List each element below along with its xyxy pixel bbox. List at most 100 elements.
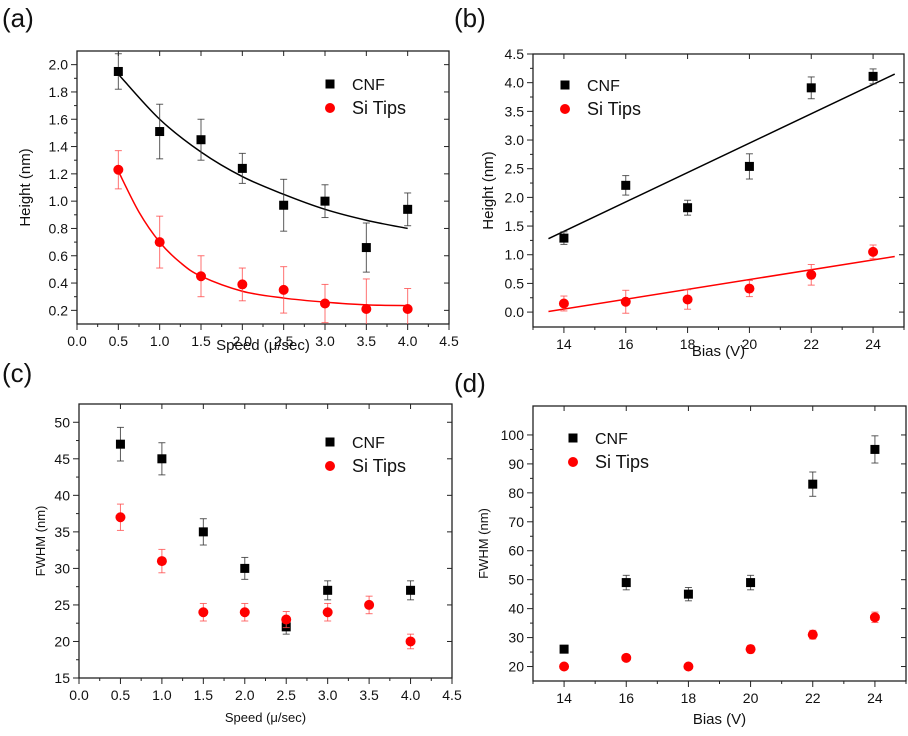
x-tick-label: 2.5: [276, 687, 296, 703]
y-tick-label: 20: [54, 633, 70, 649]
fit-line: [548, 73, 896, 240]
y-tick-label: 1.0: [49, 193, 69, 209]
data-point: [402, 303, 413, 314]
y-tick-label: 25: [54, 597, 70, 613]
data-point: [237, 279, 248, 290]
data-point: [868, 71, 878, 81]
y-tick-label: 45: [54, 451, 70, 467]
data-point: [323, 585, 333, 595]
plot-frame: [76, 50, 450, 325]
panel-label: (a): [2, 3, 34, 33]
legend: CNF Si Tips: [560, 78, 641, 119]
data-point: [364, 599, 375, 610]
legend-label: CNF: [587, 78, 620, 95]
series-cnf: [113, 53, 413, 273]
x-tick-label: 1.0: [150, 333, 170, 349]
series-cnf: [559, 435, 880, 654]
y-tick-label: 4.0: [505, 75, 525, 91]
x-tick-label: 4.5: [442, 687, 462, 703]
data-point: [621, 180, 631, 190]
y-tick-label: 3.5: [505, 103, 525, 119]
data-point: [621, 652, 632, 663]
plot-frame: [78, 403, 453, 679]
x-tick-label: 16: [618, 690, 634, 706]
legend-marker-circle: [568, 457, 578, 467]
x-axis-title: Speed (μ/sec): [216, 337, 310, 354]
y-tick-label: 0.4: [49, 275, 69, 291]
y-tick-label: 4.5: [505, 46, 525, 62]
y-tick-label: 0.5: [505, 275, 525, 291]
data-point: [682, 294, 693, 305]
data-point: [115, 512, 126, 523]
legend-label: Si Tips: [595, 452, 649, 472]
data-point: [745, 644, 756, 655]
legend-marker-circle: [325, 103, 335, 113]
data-point: [239, 607, 250, 618]
data-point: [322, 607, 333, 618]
legend: CNF Si Tips: [568, 431, 649, 472]
data-point: [868, 246, 879, 257]
y-tick-label: 15: [54, 670, 70, 686]
y-tick-label: 2.5: [505, 161, 525, 177]
y-axis-title: Height (nm): [480, 151, 497, 229]
data-point: [559, 644, 569, 654]
data-point: [281, 614, 292, 625]
legend-label: CNF: [352, 435, 385, 452]
panel-b: (b) 14 16 18 20 22 24 0.0 0.5 1.0 1.5 2.0 2.5 3.0 3.5 4…: [454, 3, 905, 360]
x-tick-label: 1.5: [194, 687, 214, 703]
data-point: [683, 203, 693, 213]
legend-label: Si Tips: [587, 99, 641, 119]
y-tick-label: 40: [508, 601, 524, 617]
legend-marker-circle: [560, 104, 570, 114]
x-tick-label: 3.0: [315, 333, 335, 349]
y-tick-label: 1.6: [49, 111, 69, 127]
panel-label: (c): [2, 358, 32, 388]
y-axis-title: Height (nm): [17, 148, 34, 226]
data-point: [744, 161, 754, 171]
data-point: [237, 163, 247, 173]
data-point: [806, 269, 817, 280]
x-axis-title: Bias (V): [692, 343, 745, 360]
data-point: [559, 233, 569, 243]
data-point: [113, 66, 123, 76]
data-point: [198, 527, 208, 537]
y-tick-label: 50: [508, 572, 524, 588]
x-tick-label: 20: [743, 690, 759, 706]
y-tick-label: 60: [508, 543, 524, 559]
legend-marker-square: [560, 80, 570, 90]
y-axis-title: FWHM (nm): [476, 508, 491, 579]
data-point: [683, 661, 694, 672]
x-tick-label: 1.5: [191, 333, 211, 349]
y-tick-label: 30: [508, 630, 524, 646]
data-point: [620, 296, 631, 307]
data-point: [198, 607, 209, 618]
y-tick-label: 0.0: [505, 304, 525, 320]
data-point: [157, 454, 167, 464]
panel-d: (d) 14 16 18 20 22 24 20 30 40 50 60 70 80 90 100 Bias (…: [454, 368, 907, 728]
panel-label: (b): [454, 3, 486, 33]
data-point: [196, 271, 206, 282]
x-tick-label: 24: [865, 336, 881, 352]
data-point: [240, 563, 250, 573]
data-point: [869, 612, 880, 623]
data-point: [115, 439, 125, 449]
series-si-tips: [548, 244, 895, 314]
legend-label: CNF: [352, 77, 385, 94]
x-tick-label: 3.0: [318, 687, 338, 703]
data-point: [406, 585, 416, 595]
legend-label: CNF: [595, 431, 628, 448]
data-point: [154, 237, 165, 248]
y-tick-label: 70: [508, 514, 524, 530]
y-tick-label: 90: [508, 456, 524, 472]
x-tick-label: 3.5: [357, 333, 377, 349]
x-tick-label: 4.0: [401, 687, 421, 703]
data-point: [621, 578, 631, 588]
data-point: [559, 661, 570, 672]
data-point: [683, 589, 693, 599]
data-point: [746, 578, 756, 588]
data-point: [320, 298, 330, 309]
panel-label: (d): [454, 368, 486, 398]
legend: CNF Si Tips: [325, 77, 406, 118]
x-tick-label: 18: [680, 336, 696, 352]
fit-line: [117, 170, 408, 307]
